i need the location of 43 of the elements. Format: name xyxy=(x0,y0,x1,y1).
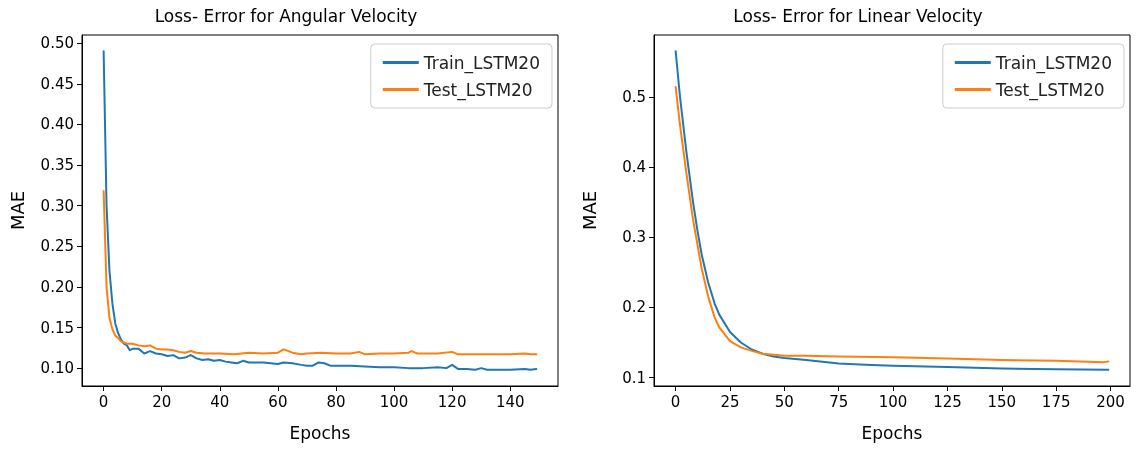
y-tick-label: 0.5 xyxy=(622,87,646,106)
y-tick-label: 0.50 xyxy=(40,34,74,53)
x-tick-label: 140 xyxy=(495,392,525,411)
x-tick-label: 75 xyxy=(829,392,849,411)
y-tick-label: 0.10 xyxy=(40,359,74,378)
x-tick-label: 80 xyxy=(326,392,346,411)
y-tick-label: 0.45 xyxy=(40,74,74,93)
x-tick-label: 125 xyxy=(933,392,962,411)
x-tick-label: 200 xyxy=(1096,392,1125,411)
line-series xyxy=(102,190,538,356)
x-axis-title: Epochs xyxy=(861,422,923,443)
y-axis-title: MAE xyxy=(6,190,28,231)
x-tick-label: 25 xyxy=(720,392,740,411)
legend-label: Test_LSTM20 xyxy=(422,79,533,101)
legend-label: Train_LSTM20 xyxy=(994,52,1113,74)
y-tick-label: 0.30 xyxy=(40,196,74,215)
y-tick-label: 0.25 xyxy=(40,237,74,256)
y-axis-title: MAE xyxy=(578,190,600,231)
legend-label: Test_LSTM20 xyxy=(994,79,1105,101)
y-tick-label: 0.20 xyxy=(40,277,74,296)
x-tick-label: 175 xyxy=(1041,392,1071,411)
y-tick-label: 0.15 xyxy=(40,318,74,337)
x-tick-label: 20 xyxy=(152,392,172,411)
line-series xyxy=(102,50,538,371)
x-tick-label: 50 xyxy=(774,392,794,411)
y-tick-label: 0.2 xyxy=(622,298,646,317)
y-tick-label: 0.3 xyxy=(622,228,646,247)
x-axis-title: Epochs xyxy=(289,422,351,443)
x-tick-label: 100 xyxy=(878,392,908,411)
chart-title: Loss- Error for Angular Velocity xyxy=(154,5,418,26)
y-tick-label: 0.40 xyxy=(40,115,74,134)
x-tick-label: 40 xyxy=(210,392,230,411)
y-tick-label: 0.35 xyxy=(40,156,74,174)
x-tick-label: 100 xyxy=(379,392,409,411)
y-tick-label: 0.1 xyxy=(622,368,646,387)
y-tick-label: 0.4 xyxy=(622,157,646,176)
x-tick-label: 150 xyxy=(987,392,1017,411)
x-tick-label: 0 xyxy=(670,392,681,411)
legend-label: Train_LSTM20 xyxy=(422,52,541,74)
x-tick-label: 0 xyxy=(98,392,109,411)
chart-title: Loss- Error for Linear Velocity xyxy=(733,5,983,26)
x-tick-label: 60 xyxy=(268,392,288,411)
x-tick-label: 120 xyxy=(437,392,467,411)
